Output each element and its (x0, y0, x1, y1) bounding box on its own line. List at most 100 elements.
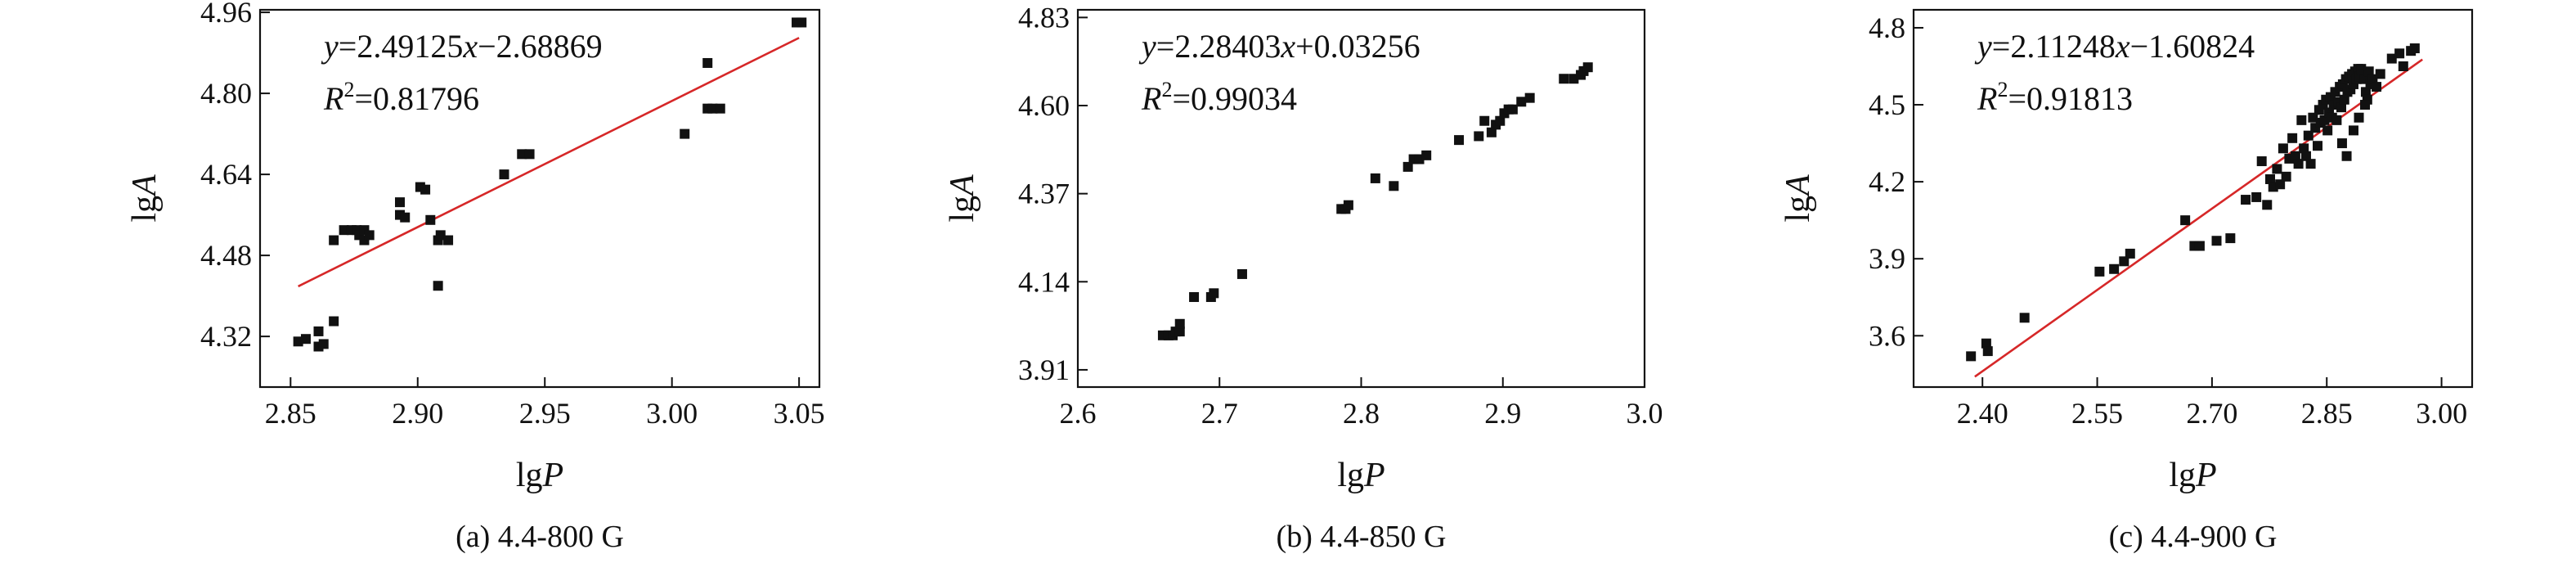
x-tick-label: 2.6 (1060, 397, 1097, 430)
data-point (2300, 151, 2311, 161)
y-tick-label: 4.5 (1869, 88, 1905, 121)
x-axis-label: lgP (2169, 457, 2216, 494)
y-tick-label: 4.96 (200, 0, 252, 29)
x-axis-label-prefix: lg (516, 457, 543, 494)
x-axis-label: lgP (1337, 457, 1384, 494)
data-point (2394, 48, 2405, 59)
data-point (2109, 263, 2120, 274)
equation-x-var: x (1280, 28, 1295, 65)
x-tick-label: 2.9 (1484, 397, 1521, 430)
data-point (2287, 133, 2298, 143)
y-tick-label: 4.80 (200, 77, 252, 110)
data-point (2296, 115, 2307, 125)
y-tick-label: 4.83 (1018, 1, 1070, 34)
data-point (1982, 346, 1993, 357)
data-point (517, 149, 527, 160)
x-axis-label-var: P (542, 457, 564, 494)
equation-intercept: −1.60824 (2130, 28, 2255, 65)
data-point (443, 235, 454, 245)
y-tick-label: 4.37 (1018, 178, 1070, 210)
data-point (364, 230, 375, 241)
data-point (2119, 256, 2129, 267)
y-tick-label: 4.2 (1869, 165, 1905, 198)
x-axis-label-prefix: lg (1337, 457, 1364, 494)
r-squared: R2=0.99034 (1141, 78, 1297, 117)
y-tick-label: 4.64 (200, 158, 252, 191)
data-point (2322, 125, 2333, 136)
y-axis-label-var: A (944, 174, 981, 198)
data-point (2264, 173, 2275, 184)
x-tick-label: 2.70 (2186, 397, 2237, 430)
y-tick-label: 3.91 (1018, 354, 1070, 386)
y-axis-label-prefix: lg (1779, 196, 1817, 223)
data-point (1174, 327, 1185, 337)
data-point (339, 225, 349, 236)
data-point (1402, 161, 1413, 172)
panel-caption: (b) 4.4-850 G (1277, 520, 1447, 554)
data-point (2278, 143, 2288, 154)
data-point (2360, 100, 2371, 110)
chart-panel-1: 2.85 2.90 2.95 3.00 3.05 4.32 4.48 4.64 4.80 4.96… (126, 0, 825, 554)
r-squared-symbol: R (1977, 80, 1997, 117)
data-point (1389, 181, 1399, 191)
equation-y-var: y (1138, 28, 1156, 65)
y-axis-label: lgA (1779, 174, 1817, 223)
r-squared-symbol: R (1141, 80, 1161, 117)
x-tick-label: 3.00 (2416, 397, 2467, 430)
data-point (2386, 53, 2397, 64)
data-point (2094, 266, 2105, 277)
x-axis-label: lgP (516, 457, 563, 494)
y-tick-label: 4.8 (1869, 11, 1905, 44)
fit-line (1974, 58, 2423, 378)
x-tick-label: 2.8 (1343, 397, 1380, 430)
data-point (2308, 112, 2318, 123)
r-squared-symbol: R (323, 80, 343, 117)
y-axis-label-prefix: lg (944, 196, 981, 223)
equation-intercept: −2.68869 (478, 28, 603, 65)
data-point (2319, 115, 2330, 125)
data-point (2211, 236, 2222, 246)
data-point (2241, 195, 2251, 205)
fit-equation: y=2.49125x−2.68869 (321, 28, 603, 65)
y-axis-label-var: A (1779, 174, 1817, 198)
data-point (2372, 82, 2382, 92)
data-point (2275, 179, 2286, 190)
data-point (1507, 104, 1518, 115)
data-point (797, 17, 807, 28)
x-axis-label-var: P (2195, 457, 2217, 494)
x-tick-label: 2.95 (519, 397, 571, 430)
data-point (1524, 92, 1535, 103)
equation-intercept: +0.03256 (1295, 28, 1420, 65)
data-point (1582, 62, 1593, 73)
data-point (425, 214, 436, 225)
x-tick-label: 2.85 (2301, 397, 2353, 430)
data-point (1486, 127, 1497, 137)
data-point (313, 326, 324, 336)
panel-caption: (a) 4.4-800 G (456, 520, 624, 554)
data-point (1495, 115, 1506, 126)
data-point (1421, 150, 1432, 160)
data-point (1370, 173, 1380, 183)
data-point (2375, 69, 2385, 79)
y-tick-label: 3.9 (1869, 242, 1905, 275)
equation-x-var: x (2115, 28, 2130, 65)
r-squared-superscript: 2 (1161, 78, 1172, 101)
x-tick-label: 2.90 (392, 397, 443, 430)
data-point (2272, 164, 2282, 174)
x-tick-label: 2.85 (265, 397, 316, 430)
data-point (1479, 115, 1490, 126)
data-point (2303, 130, 2313, 141)
data-point (2256, 156, 2267, 167)
data-point (499, 169, 509, 180)
panel-caption: (c) 4.4-900 G (2109, 520, 2278, 554)
data-point (300, 334, 311, 345)
data-point (2305, 159, 2316, 169)
data-point (329, 235, 339, 245)
data-point (395, 197, 405, 208)
data-point (2336, 138, 2347, 149)
equation-coefficient: =2.11248 (1992, 28, 2116, 65)
y-tick-label: 4.14 (1018, 265, 1070, 298)
data-point (2299, 143, 2309, 154)
data-point (2354, 112, 2364, 123)
